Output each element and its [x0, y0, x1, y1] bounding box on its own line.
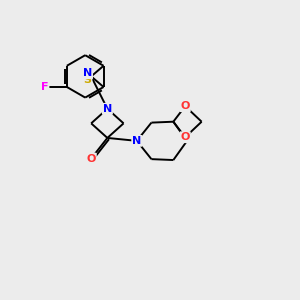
Text: N: N — [103, 104, 112, 114]
Text: O: O — [181, 101, 190, 111]
Text: S: S — [83, 75, 92, 85]
Text: N: N — [83, 68, 92, 78]
Text: O: O — [86, 154, 96, 164]
Text: O: O — [181, 132, 190, 142]
Text: F: F — [41, 82, 49, 92]
Text: N: N — [132, 136, 141, 146]
